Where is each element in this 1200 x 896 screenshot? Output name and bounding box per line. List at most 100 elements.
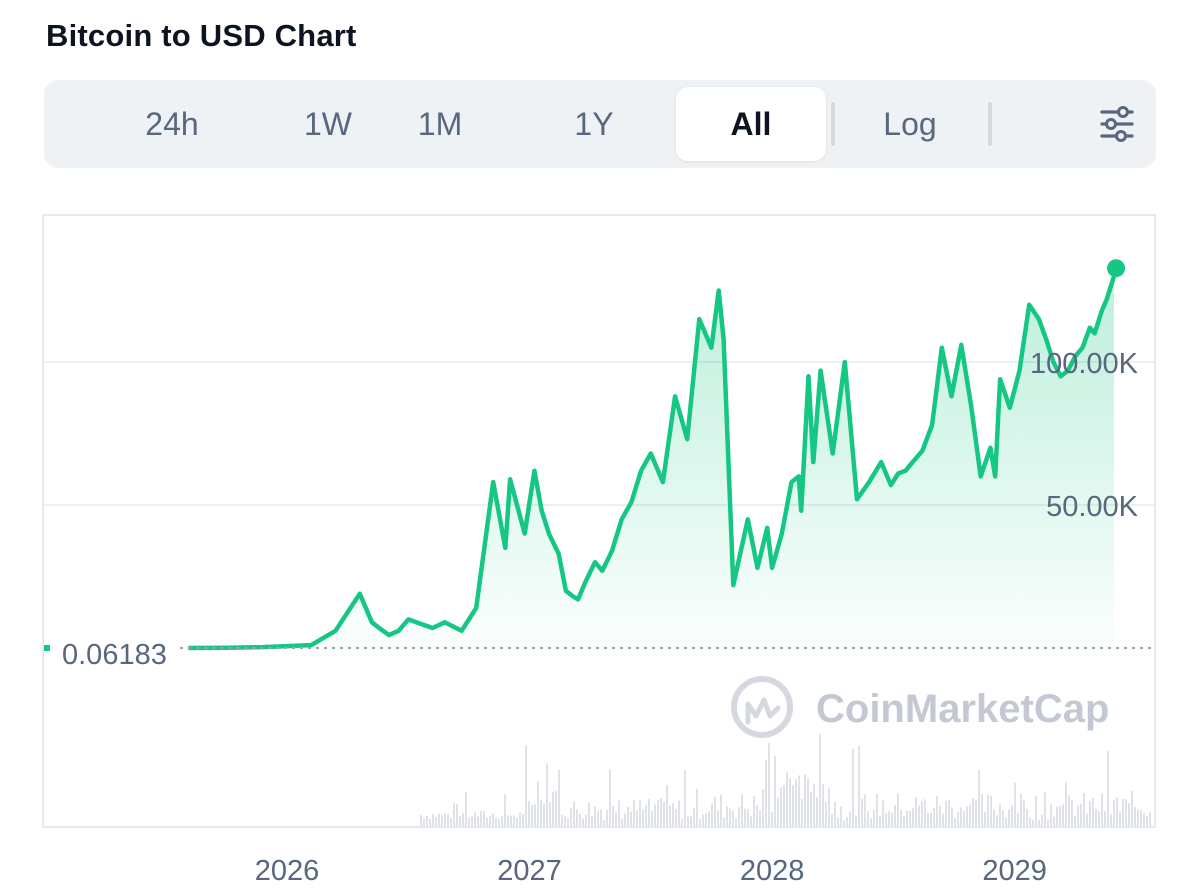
volume-bar [921,801,923,826]
y-tick-label: 100.00K [1030,348,1139,380]
volume-bar [1134,806,1136,826]
volume-bar [978,769,980,826]
volume-bar [528,801,530,826]
volume-bar [444,813,446,826]
tab-1y[interactable]: 1Y [574,106,614,142]
volume-bar [927,812,929,826]
volume-bar [423,818,425,826]
tab-1w[interactable]: 1W [304,106,352,142]
volume-bar [933,807,935,826]
volume-bar [951,807,953,826]
volume-bar [627,806,629,826]
volume-bar [771,811,773,826]
volume-bar [1113,800,1115,826]
volume-bar [558,769,560,826]
volume-bar [702,814,704,826]
volume-bar [1074,816,1076,826]
volume-bar [1053,816,1055,826]
volume-bar [852,748,854,826]
volume-bar [678,800,680,826]
volume-bar [1104,811,1106,826]
volume-bar [1062,804,1064,826]
volume-bar [936,795,938,826]
volume-bar [1083,792,1085,826]
x-tick-label: 2026 [255,855,320,887]
volume-bar [999,803,1001,826]
volume-bar [891,812,893,826]
volume-bar [975,800,977,826]
volume-bar [741,794,743,826]
volume-bar [996,815,998,826]
volume-bar [807,778,809,826]
volume-bar [957,812,959,826]
volume-bar [993,809,995,826]
volume-bar [777,797,779,826]
volume-bar [432,814,434,826]
volume-bar [729,808,731,826]
volume-bar [486,817,488,826]
volume-bar [420,815,422,826]
volume-bar [1020,793,1022,826]
volume-bar [570,808,572,826]
volume-bar [837,817,839,826]
volume-bar [735,818,737,826]
volume-bar [663,801,665,826]
volume-bar [426,815,428,826]
volume-bar [597,811,599,826]
volume-bar [1092,797,1094,826]
volume-bar [810,791,812,826]
x-tick-label: 2028 [740,855,805,887]
volume-bar [510,815,512,826]
volume-bar [582,818,584,826]
tab-24h[interactable]: 24h [145,106,199,142]
latest-price-dot[interactable] [1107,259,1126,278]
sliders-icon[interactable] [1092,102,1142,146]
volume-bar [618,800,620,826]
volume-bar [738,807,740,826]
volume-bar [1119,811,1121,826]
volume-bar [903,815,905,826]
volume-bar [594,806,596,826]
tab-log[interactable]: Log [883,106,937,142]
volume-bar [1125,799,1127,826]
volume-bar [984,811,986,826]
volume-bar [474,812,476,826]
volume-bar [498,819,500,826]
volume-bar [447,814,449,826]
volume-bar [495,817,497,826]
volume-bar [1146,815,1148,826]
volume-bar [846,817,848,826]
watermark-text: CoinMarketCap [816,687,1109,731]
volume-bar [1059,806,1061,826]
volume-bar [1047,819,1049,826]
volume-bar [549,802,551,826]
volume-bar [720,794,722,826]
volume-bar [654,804,656,826]
volume-bar [798,775,800,826]
volume-bar [591,816,593,826]
volume-bar [813,783,815,826]
volume-bar [1140,809,1142,826]
volume-bar [1065,782,1067,826]
tab-1m[interactable]: 1M [417,106,463,142]
volume-bar [1128,803,1130,826]
volume-bar [612,805,614,826]
volume-bar [774,756,776,826]
volume-bar [762,789,764,826]
volume-bar [435,817,437,826]
volume-bar [1032,819,1034,826]
volume-bar [780,787,782,826]
tab-all[interactable]: All [676,87,826,161]
volume-bar [513,815,515,826]
volume-bar [1056,806,1058,826]
volume-bar [546,763,548,826]
volume-bar [990,795,992,826]
volume-bar [870,818,872,826]
volume-bar [753,796,755,826]
volume-bar [732,810,734,826]
volume-bar [1011,805,1013,826]
volume-bar [1008,809,1010,826]
volume-bar [456,804,458,826]
volume-bar [963,811,965,826]
volume-bar [834,801,836,826]
